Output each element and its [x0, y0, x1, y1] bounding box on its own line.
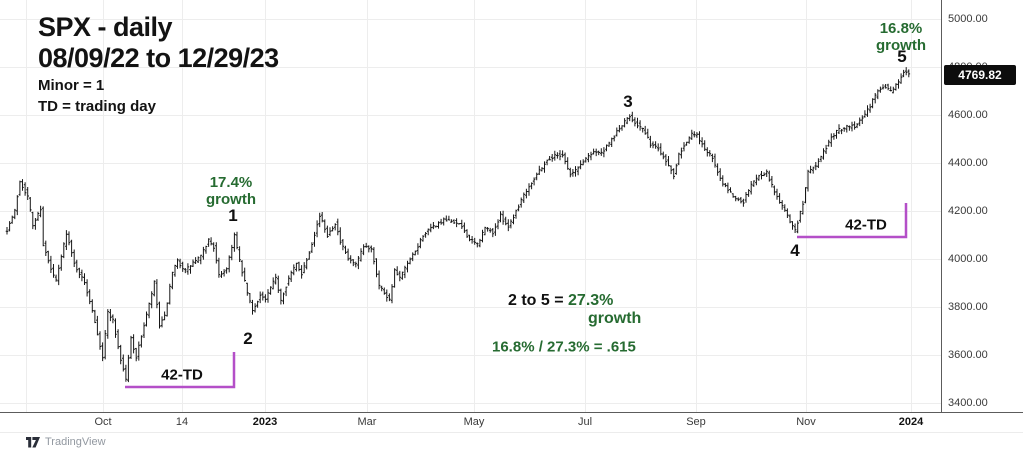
chart-date-range: 08/09/22 to 12/29/23: [38, 43, 279, 73]
time-axis[interactable]: Oct 14 2023 Mar May Jul Sep Nov 2024: [0, 412, 1023, 433]
title-block: SPX - daily 08/09/22 to 12/29/23 Minor =…: [38, 12, 279, 116]
price-axis[interactable]: 5000.004800.004600.004400.004200.004000.…: [941, 0, 1023, 431]
time-tick-2023: 2023: [252, 416, 278, 428]
time-tick-sep: Sep: [686, 416, 706, 428]
td-bracket-label-left[interactable]: 42-TD: [161, 366, 203, 384]
price-chart-canvas[interactable]: [0, 0, 941, 412]
wave-label-2[interactable]: 2: [243, 329, 253, 348]
price-tick: 3800.00: [948, 301, 988, 313]
price-tick: 4400.00: [948, 157, 988, 169]
time-tick-14: 14: [175, 416, 189, 428]
growth-note-wave5[interactable]: 16.8% growth: [876, 20, 926, 54]
growth-note-wave1-word: growth: [206, 191, 256, 208]
price-tick: 4000.00: [948, 253, 988, 265]
wave-label-1[interactable]: 1: [228, 206, 238, 225]
price-tick: 4600.00: [948, 109, 988, 121]
price-tick: 3600.00: [948, 349, 988, 361]
tradingview-brand-name: TradingView: [45, 436, 106, 448]
growth-note-wave5-pct: 16.8%: [879, 20, 923, 37]
wave2to5-relation-prefix: 2 to 5 =: [508, 292, 569, 309]
price-tick: 3400.00: [948, 397, 988, 409]
wave2to5-relation[interactable]: 2 to 5 = 27.3%: [508, 292, 613, 310]
wave-label-5[interactable]: 5: [897, 47, 907, 66]
note-td: TD = trading day: [38, 98, 156, 115]
price-tick: 4200.00: [948, 205, 988, 217]
growth-note-wave1[interactable]: 17.4% growth: [206, 174, 256, 208]
time-tick-oct: Oct: [94, 416, 112, 428]
fib-ratio-equation[interactable]: 16.8% / 27.3% = .615: [492, 338, 636, 356]
time-tick-jul: Jul: [577, 416, 593, 428]
time-tick-mar: Mar: [357, 416, 377, 428]
last-price-badge: 4769.82: [944, 65, 1016, 86]
growth-note-wave1-pct: 17.4%: [209, 174, 253, 191]
price-tick: 5000.00: [948, 13, 988, 25]
tradingview-brand[interactable]: TradingView: [26, 436, 106, 448]
time-tick-may: May: [463, 416, 485, 428]
note-minor: Minor = 1: [38, 77, 105, 94]
wave-label-4[interactable]: 4: [790, 241, 800, 260]
time-tick-2024: 2024: [898, 416, 924, 428]
wave2to5-relation-value: 27.3%: [568, 292, 614, 309]
growth-note-wave5-word: growth: [876, 37, 926, 54]
time-tick-nov: Nov: [796, 416, 816, 428]
td-bracket-label-right[interactable]: 42-TD: [845, 216, 887, 234]
wave2to5-relation-growth-word[interactable]: growth: [588, 310, 642, 327]
tradingview-logo-icon: [26, 436, 40, 447]
chart-title: SPX - daily: [38, 12, 173, 42]
price-axis-border: [941, 0, 942, 431]
wave-label-3[interactable]: 3: [623, 92, 633, 111]
